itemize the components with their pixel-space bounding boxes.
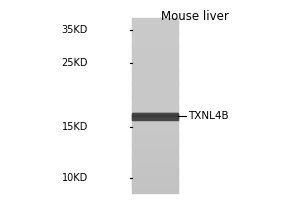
Bar [132,138,178,140]
Bar [132,48,178,51]
Bar [132,175,178,177]
Bar [132,183,178,186]
Bar [132,31,178,34]
Bar [132,118,178,121]
Bar [132,114,178,116]
Bar [132,188,178,190]
Bar [132,51,178,53]
Bar [132,164,178,166]
Bar [132,83,178,86]
Bar [132,96,178,99]
Bar [132,33,178,36]
Bar [132,112,178,113]
Bar [132,101,178,103]
Bar [132,40,178,42]
Text: TXNL4B: TXNL4B [188,111,229,121]
Bar [132,172,178,175]
Bar [132,57,178,60]
Bar [132,90,178,92]
Bar [132,155,178,158]
Bar [132,44,178,47]
Bar [132,22,178,25]
Bar [132,117,178,118]
Bar [132,146,178,149]
Bar [132,77,178,79]
Bar [132,53,178,55]
Bar [132,35,178,38]
Bar [132,27,178,29]
Bar [132,18,178,21]
Bar [132,181,178,184]
Bar [132,117,178,118]
Bar [132,70,178,73]
Bar [132,115,178,116]
Bar [132,159,178,162]
Bar [132,166,178,169]
Bar [132,179,178,182]
Bar [132,20,178,23]
Bar [132,81,178,84]
Bar [132,116,178,117]
Bar [132,120,178,123]
Bar [132,94,178,97]
Bar [132,114,178,115]
Bar [132,75,178,77]
Bar [132,133,178,136]
Bar [132,38,178,40]
Bar [132,140,178,142]
Bar [132,116,178,119]
Text: 15KD: 15KD [61,122,88,132]
Bar [132,190,178,193]
Bar [132,157,178,160]
Bar [132,25,178,27]
Bar [132,59,178,62]
Bar [132,68,178,71]
Bar [132,153,178,156]
Bar [132,55,178,58]
Bar [132,118,178,119]
Bar [132,151,178,153]
Text: 25KD: 25KD [61,58,88,68]
Bar [132,162,178,164]
Bar [132,88,178,90]
Bar [132,129,178,132]
Bar [132,144,178,147]
Bar [132,105,178,108]
Bar [132,142,178,145]
Bar [132,115,178,116]
Bar [132,29,178,32]
Bar [132,168,178,171]
Bar [132,148,178,151]
Bar [132,177,178,179]
Bar [132,170,178,173]
Text: Mouse liver: Mouse liver [161,10,229,23]
Bar [132,127,178,129]
Bar [132,122,178,125]
Text: 10KD: 10KD [62,173,88,183]
Bar [132,64,178,66]
Bar [132,72,178,75]
Bar [132,79,178,82]
Bar [132,185,178,188]
Text: 35KD: 35KD [61,25,88,35]
Bar [132,125,178,127]
Bar [132,66,178,69]
Bar [132,131,178,134]
Bar [132,92,178,95]
Bar [132,98,178,101]
Bar [132,62,178,64]
Bar [132,112,178,114]
Bar [132,46,178,49]
Bar [132,119,178,120]
Bar [132,109,178,112]
Bar [132,135,178,138]
Bar [132,42,178,45]
Bar [132,107,178,110]
Bar [132,103,178,106]
Bar [132,113,178,114]
Bar [132,85,178,88]
